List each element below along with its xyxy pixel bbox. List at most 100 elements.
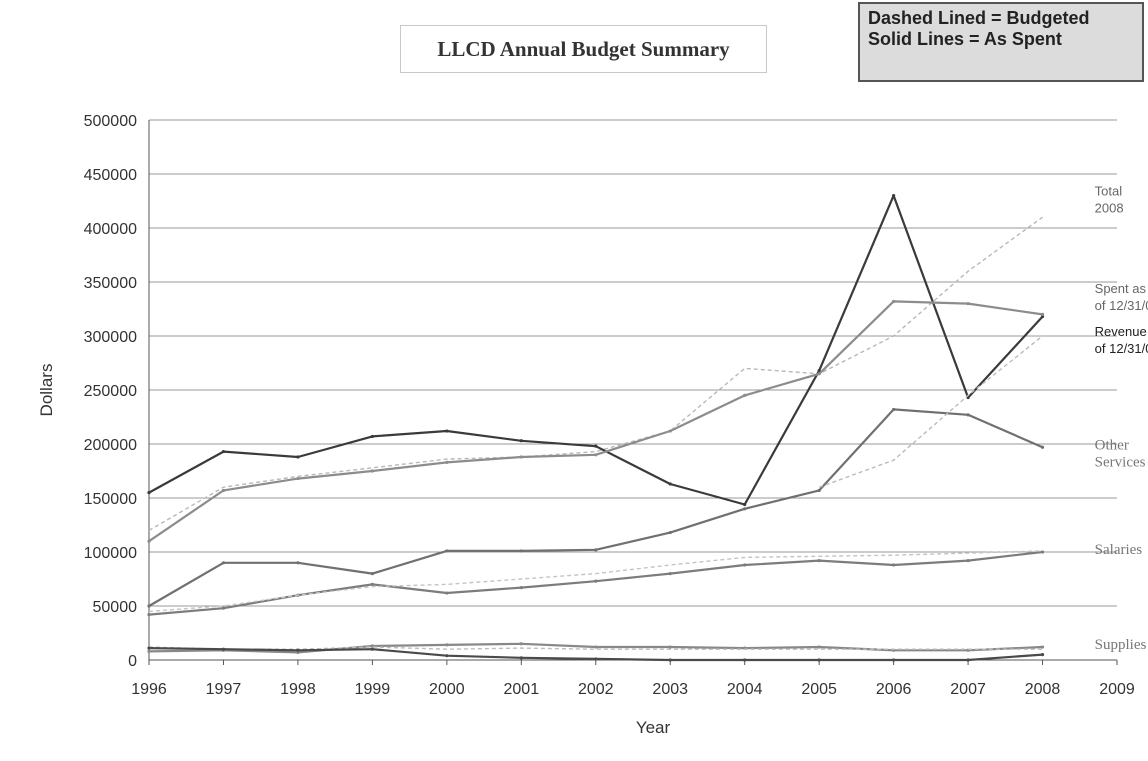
data-point: [370, 469, 374, 473]
data-point: [445, 460, 449, 464]
data-point: [370, 572, 374, 576]
data-point: [147, 649, 151, 653]
data-point: [892, 299, 896, 304]
series-label-line: 2008: [1095, 201, 1124, 216]
data-point: [817, 372, 821, 376]
data-point: [147, 491, 151, 495]
legend-note-solid: Solid Lines = As Spent: [868, 29, 1062, 49]
data-point: [892, 658, 896, 662]
data-point: [221, 606, 226, 610]
y-tick-label: 50000: [93, 599, 138, 616]
x-tick-label: 2007: [950, 681, 986, 698]
data-point: [221, 449, 226, 454]
series-label-line: Salaries: [1095, 542, 1143, 558]
series-label: Other Services: [1095, 437, 1146, 470]
data-point: [445, 643, 449, 647]
data-point: [743, 507, 747, 511]
data-point: [892, 563, 896, 567]
x-tick-label: 2005: [801, 681, 837, 698]
y-tick-label: 500000: [84, 113, 137, 130]
x-tick-label: 1997: [206, 681, 242, 698]
x-tick-label: 2008: [1025, 681, 1061, 698]
series-spent-as-of-12-31-08: [147, 299, 1045, 543]
data-point: [370, 434, 374, 439]
chart-title-box: LLCD Annual Budget Summary: [400, 25, 767, 73]
series-label-line: Spent as: [1095, 281, 1147, 296]
data-point: [668, 645, 672, 649]
series-label-line: Total: [1095, 184, 1123, 199]
data-point: [743, 393, 747, 397]
series-label-line: Supplies: [1095, 637, 1147, 653]
data-point: [519, 439, 523, 443]
x-tick-label: 2002: [578, 681, 614, 698]
y-tick-label: 300000: [84, 329, 137, 346]
data-point: [519, 549, 523, 553]
series-revenue-as-of-12-31-08: [147, 194, 1045, 507]
series-other-services: [147, 407, 1045, 608]
data-point: [743, 658, 747, 662]
y-axis-title: Dollars: [37, 364, 56, 417]
series-supplies: [147, 642, 1045, 655]
data-point: [817, 488, 821, 493]
data-point: [892, 407, 896, 412]
series-label: Revenue as of 12/31/08: [1095, 324, 1148, 356]
data-point: [296, 561, 300, 565]
data-point: [296, 648, 300, 652]
data-point: [817, 368, 821, 373]
data-point: [445, 549, 449, 553]
series-line: [148, 408, 1043, 607]
data-point: [668, 658, 672, 662]
data-point: [147, 613, 151, 617]
y-tick-label: 100000: [84, 545, 137, 562]
data-point: [966, 559, 970, 563]
data-point: [445, 591, 449, 595]
data-point: [147, 539, 151, 543]
data-point: [668, 482, 672, 486]
data-point: [668, 572, 672, 576]
x-tick-label: 2000: [429, 681, 465, 698]
data-point: [221, 488, 226, 493]
data-point: [668, 530, 672, 535]
data-point: [147, 604, 151, 608]
y-tick-label: 450000: [84, 167, 137, 184]
legend-note-dashed: Dashed Lined = Budgeted: [868, 8, 1090, 28]
x-tick-label: 2001: [504, 681, 540, 698]
data-point: [296, 476, 300, 481]
data-point: [221, 561, 226, 565]
y-tick-label: 0: [128, 653, 137, 670]
data-point: [1040, 550, 1045, 554]
gridlines: [149, 119, 1117, 607]
x-tick-label: 2004: [727, 681, 763, 698]
series-label-line: Services: [1095, 454, 1146, 470]
x-tick-label: 1998: [280, 681, 316, 698]
data-point: [221, 647, 226, 651]
data-point: [594, 645, 598, 649]
series-line: [148, 300, 1043, 543]
series-label-line: of 12/31/08: [1095, 298, 1148, 313]
data-point: [743, 563, 747, 567]
y-tick-label: 150000: [84, 491, 137, 508]
data-point: [594, 579, 598, 583]
series-line: [818, 335, 1043, 488]
x-tick-label: 1999: [355, 681, 391, 698]
data-point: [966, 413, 970, 417]
data-point: [966, 302, 970, 306]
y-tick-label: 400000: [84, 221, 137, 238]
y-tick-label: 200000: [84, 437, 137, 454]
data-point: [1040, 653, 1045, 657]
legend-note-box: Dashed Lined = Budgeted Solid Lines = As…: [858, 2, 1144, 82]
data-point: [817, 559, 821, 563]
series-label-line: Revenue as: [1095, 324, 1148, 339]
y-tick-label: 350000: [84, 275, 137, 292]
x-tick-label: 2003: [652, 681, 688, 698]
data-point: [519, 656, 523, 660]
data-point: [370, 582, 374, 587]
data-point: [743, 502, 747, 507]
data-point: [594, 453, 598, 457]
series-total-2008: [148, 216, 1043, 532]
series-line: [148, 550, 1043, 613]
data-point: [892, 194, 896, 198]
chart-title: LLCD Annual Budget Summary: [437, 36, 730, 61]
series-salaries-budget: [148, 550, 1043, 613]
